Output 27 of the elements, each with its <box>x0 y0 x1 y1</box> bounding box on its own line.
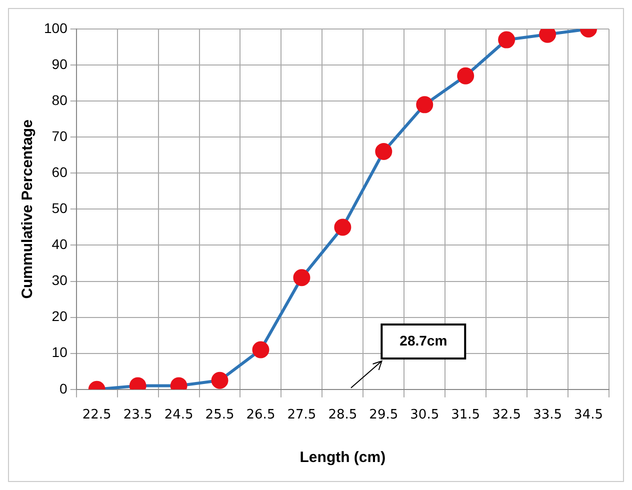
y-tick-label: 100 <box>44 20 68 36</box>
y-tick-label: 70 <box>52 128 68 144</box>
x-tick-label: 29.5 <box>369 408 398 423</box>
x-tick-label: 23.5 <box>123 408 152 423</box>
x-axis-title: Length (cm) <box>300 449 386 466</box>
y-tick-label: 60 <box>52 164 68 180</box>
y-tick-label: 40 <box>52 236 68 252</box>
y-tick-label: 10 <box>52 344 68 360</box>
x-tick-label: 26.5 <box>246 408 276 423</box>
y-tick-label: 30 <box>52 272 68 288</box>
y-axis-title: Cummulative Percentage <box>19 120 36 299</box>
x-tick-label: 34.5 <box>574 408 603 423</box>
y-tick-label: 0 <box>60 380 68 396</box>
x-tick-label: 32.5 <box>492 408 522 423</box>
x-tick-label: 33.5 <box>533 408 562 423</box>
y-tick-label: 80 <box>52 92 68 108</box>
x-tick-label: 27.5 <box>287 408 316 423</box>
x-tick-label: 31.5 <box>451 408 480 423</box>
x-tick-label: 25.5 <box>205 408 234 423</box>
y-tick-label: 90 <box>52 56 68 72</box>
x-tick-label: 30.5 <box>410 408 440 423</box>
x-tick-label: 28.5 <box>328 408 358 423</box>
x-tick-label: 22.5 <box>82 408 112 423</box>
y-tick-label: 20 <box>52 308 68 324</box>
annotation: 28.7cm <box>400 332 448 348</box>
x-tick-label: 24.5 <box>164 408 194 423</box>
y-tick-label: 50 <box>52 200 68 216</box>
